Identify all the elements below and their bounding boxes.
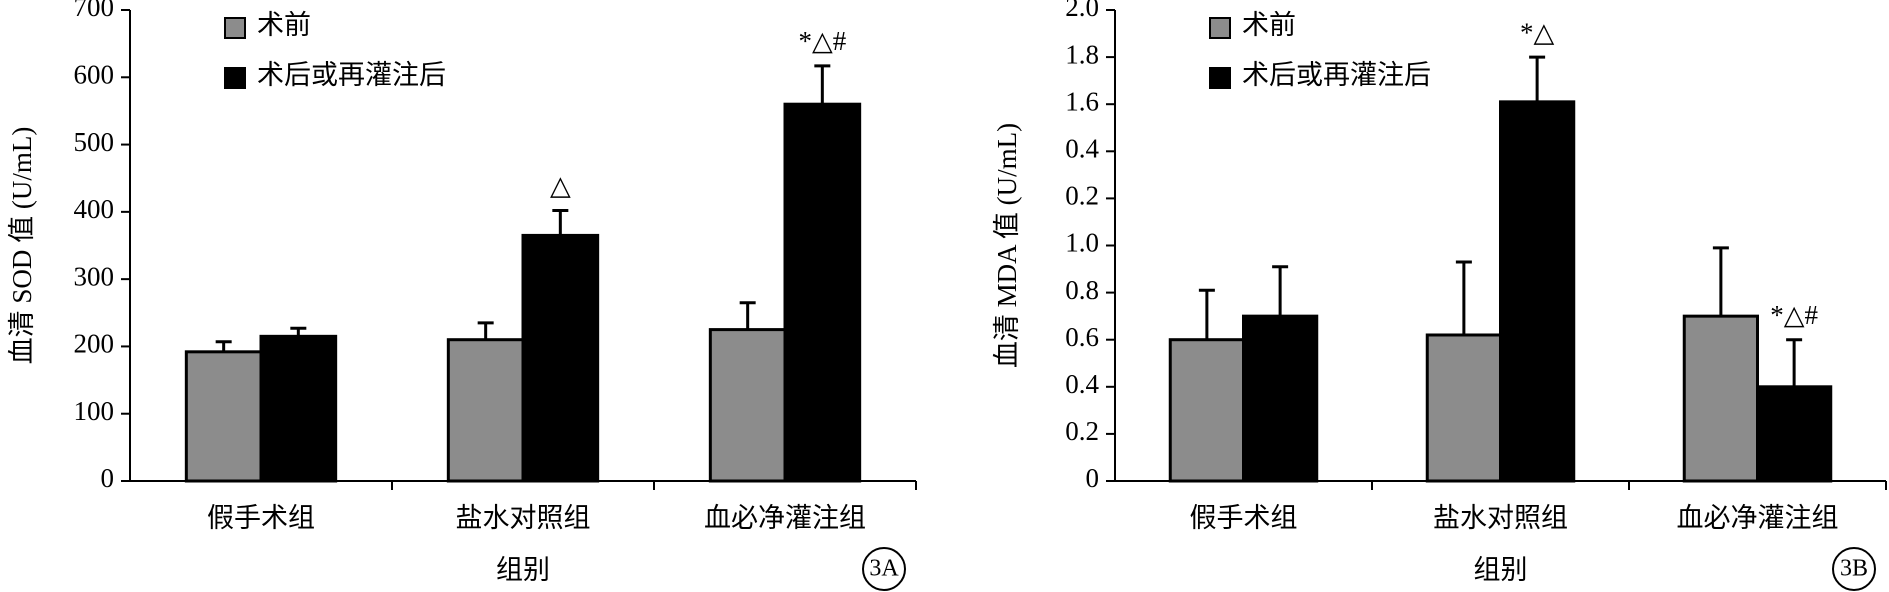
x-tick-label: 假手术组 [1190,503,1298,533]
error-bar [290,326,307,337]
y-axis-label: 血清 MDA 值 (U/mL) [992,123,1022,368]
y-tick-label: 1.0 [1065,228,1099,258]
bar [446,338,525,483]
y-tick-label: 0.2 [1065,416,1099,446]
legend-label: 术前 [1242,10,1296,40]
legend-swatch [1209,67,1231,89]
y-axis-label: 血清 SOD 值 (U/mL) [7,127,37,365]
y-tick-label: 2.0 [1065,0,1099,22]
x-axis-label: 组别 [496,555,550,585]
panel-label: 3B [1840,556,1868,582]
y-tick-label: 1.8 [1065,39,1099,69]
error-bar [1198,288,1215,340]
y-tick-label: 0.2 [1065,181,1099,211]
significance-label: *△# [798,26,846,56]
bar [1756,385,1833,483]
y-tick-label: 0 [101,463,115,493]
panel-circle [1832,547,1876,591]
legend-swatch [224,17,246,39]
y-tick-label: 0.6 [1065,322,1099,352]
panel-label: 3A [869,556,899,582]
bar [708,328,787,483]
x-tick-label: 假手术组 [207,503,315,533]
error-bar [814,64,831,105]
error-bar [1455,260,1472,335]
error-bar [1529,55,1546,102]
legend-label: 术后或再灌注后 [1242,60,1431,90]
y-tick-label: 400 [74,194,115,224]
x-tick-label: 血必净灌注组 [1677,503,1839,533]
y-tick-label: 0.4 [1065,134,1099,164]
x-tick-label: 盐水对照组 [456,503,591,533]
y-tick-label: 600 [74,59,115,89]
legend-swatch [1209,17,1231,39]
y-tick-label: 0.4 [1065,369,1099,399]
error-bar [1786,338,1803,387]
error-bar [215,340,232,352]
y-tick-label: 200 [74,329,115,359]
y-tick-label: 0 [1086,463,1100,493]
y-tick-label: 500 [74,127,115,157]
bar [1168,338,1246,483]
bar [1242,314,1319,483]
y-tick-label: 1.6 [1065,86,1099,116]
error-bar [477,321,494,340]
y-tick-label: 100 [74,396,115,426]
legend-swatch [224,67,246,89]
error-bar [552,209,569,236]
x-tick-label: 盐水对照组 [1433,503,1568,533]
error-bar [1272,265,1289,317]
x-tick-label: 血必净灌注组 [704,503,866,533]
legend-label: 术后或再灌注后 [257,60,446,90]
panel-circle [862,547,906,591]
bar [259,334,338,483]
bar [1499,100,1576,483]
y-tick-label: 300 [74,261,115,291]
significance-label: △ [550,171,571,201]
bar [1425,333,1503,483]
bar [521,233,600,483]
bar [1682,314,1760,483]
error-bar [1712,246,1729,317]
bar [184,350,263,483]
legend-label: 术前 [257,10,311,40]
y-tick-label: 0.8 [1065,275,1099,305]
significance-label: *△# [1770,300,1818,330]
x-axis-label: 组别 [1474,555,1528,585]
y-tick-label: 700 [74,0,115,22]
bar [783,102,862,483]
error-bar [739,301,756,330]
significance-label: *△ [1520,17,1555,47]
